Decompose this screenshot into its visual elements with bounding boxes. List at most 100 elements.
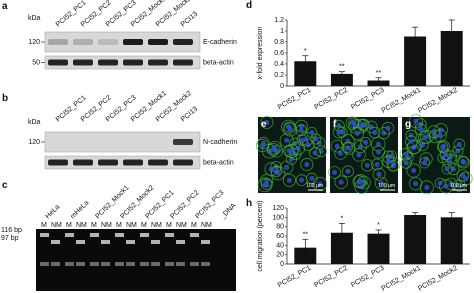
y-axis-label: x-fold expression bbox=[257, 26, 264, 79]
cell bbox=[368, 126, 381, 139]
nucleus bbox=[312, 150, 318, 156]
nucleus bbox=[334, 143, 340, 149]
cell bbox=[382, 155, 395, 168]
band bbox=[40, 262, 49, 266]
band bbox=[173, 159, 193, 166]
band bbox=[76, 262, 85, 266]
panel-label: c bbox=[2, 180, 8, 191]
nucleus bbox=[356, 152, 362, 158]
cell bbox=[352, 175, 366, 189]
bar bbox=[367, 233, 390, 264]
nucleus bbox=[460, 173, 466, 179]
cell bbox=[260, 174, 274, 188]
band bbox=[165, 233, 174, 237]
sublane-label: NM bbox=[201, 222, 212, 229]
y-tick-label: 40 bbox=[276, 242, 284, 249]
nucleus bbox=[303, 136, 309, 142]
blot-strip bbox=[44, 155, 201, 170]
y-tick-label: 1.2 bbox=[274, 17, 284, 24]
nucleus bbox=[309, 175, 315, 181]
x-tick-label: PCI52_PC1 bbox=[277, 265, 313, 290]
cell bbox=[414, 123, 427, 136]
nucleus bbox=[336, 123, 342, 129]
sublane-label: NM bbox=[101, 222, 112, 229]
sublane-label: NM bbox=[126, 222, 137, 229]
band bbox=[165, 262, 174, 266]
y-tick-label: 0.8 bbox=[274, 39, 284, 46]
cell bbox=[365, 120, 378, 134]
nucleus bbox=[381, 130, 387, 136]
protein-label: E-cadherin bbox=[203, 39, 237, 46]
sublane-label: NM bbox=[51, 222, 62, 229]
sublane-label: M bbox=[116, 222, 122, 229]
cell bbox=[353, 140, 367, 154]
band bbox=[101, 262, 110, 266]
band bbox=[65, 233, 74, 237]
nucleus bbox=[443, 151, 449, 157]
scale-label: 100 µm bbox=[378, 183, 395, 189]
band bbox=[90, 233, 99, 237]
band bbox=[190, 262, 199, 266]
nucleus bbox=[422, 160, 428, 166]
band bbox=[65, 262, 74, 266]
band bbox=[76, 240, 85, 244]
cell bbox=[372, 167, 386, 181]
nucleus bbox=[441, 143, 447, 149]
cell bbox=[408, 114, 424, 129]
cell bbox=[260, 178, 273, 190]
significance: * bbox=[304, 48, 307, 55]
band bbox=[115, 262, 124, 266]
cell bbox=[306, 126, 318, 138]
x-tick-label: PCI52_PC3 bbox=[350, 265, 386, 290]
y-axis-label: cell migration (percent) bbox=[257, 200, 264, 271]
nucleus bbox=[375, 141, 381, 147]
nucleus bbox=[368, 124, 374, 130]
cell bbox=[434, 177, 446, 189]
cell bbox=[419, 157, 431, 169]
nucleus bbox=[403, 160, 409, 166]
protein-label: beta-actin bbox=[203, 60, 234, 67]
x-tick-label: PCI52_PC3 bbox=[350, 87, 386, 112]
panel-label: g bbox=[405, 119, 411, 130]
nucleus bbox=[272, 145, 278, 151]
cell bbox=[283, 144, 295, 157]
nucleus bbox=[424, 184, 430, 190]
cell bbox=[374, 176, 388, 190]
nucleus bbox=[390, 163, 396, 169]
cell bbox=[453, 138, 466, 151]
nucleus bbox=[264, 181, 270, 187]
bar bbox=[330, 232, 353, 264]
y-tick-label: 80 bbox=[276, 224, 284, 231]
y-tick-label: 1 bbox=[280, 28, 284, 35]
cell bbox=[437, 140, 450, 153]
cell bbox=[260, 115, 274, 129]
nucleus bbox=[413, 181, 419, 187]
cell bbox=[264, 162, 279, 176]
panel-label: d bbox=[246, 0, 252, 11]
sublane-label: M bbox=[191, 222, 197, 229]
sublane-label: M bbox=[141, 222, 147, 229]
bar bbox=[294, 61, 317, 86]
band bbox=[151, 262, 160, 266]
panel-label: e bbox=[261, 119, 267, 130]
cell bbox=[371, 145, 386, 159]
cell bbox=[441, 163, 453, 175]
nucleus bbox=[463, 176, 469, 182]
cell bbox=[280, 160, 294, 174]
cell bbox=[419, 152, 433, 166]
nucleus bbox=[309, 129, 315, 135]
band bbox=[48, 39, 68, 45]
band bbox=[126, 262, 135, 266]
cell bbox=[361, 159, 374, 172]
x-tick-label: PCI52_PC2 bbox=[313, 265, 349, 290]
y-tick-label: 20 bbox=[276, 252, 284, 259]
lane-label: PCI13 bbox=[180, 11, 199, 29]
cell bbox=[400, 157, 412, 169]
cell bbox=[427, 125, 441, 139]
cell bbox=[348, 117, 360, 129]
nucleus bbox=[298, 127, 304, 133]
cell bbox=[332, 125, 346, 139]
band bbox=[140, 262, 149, 266]
cell bbox=[440, 148, 452, 160]
cell bbox=[381, 121, 395, 135]
